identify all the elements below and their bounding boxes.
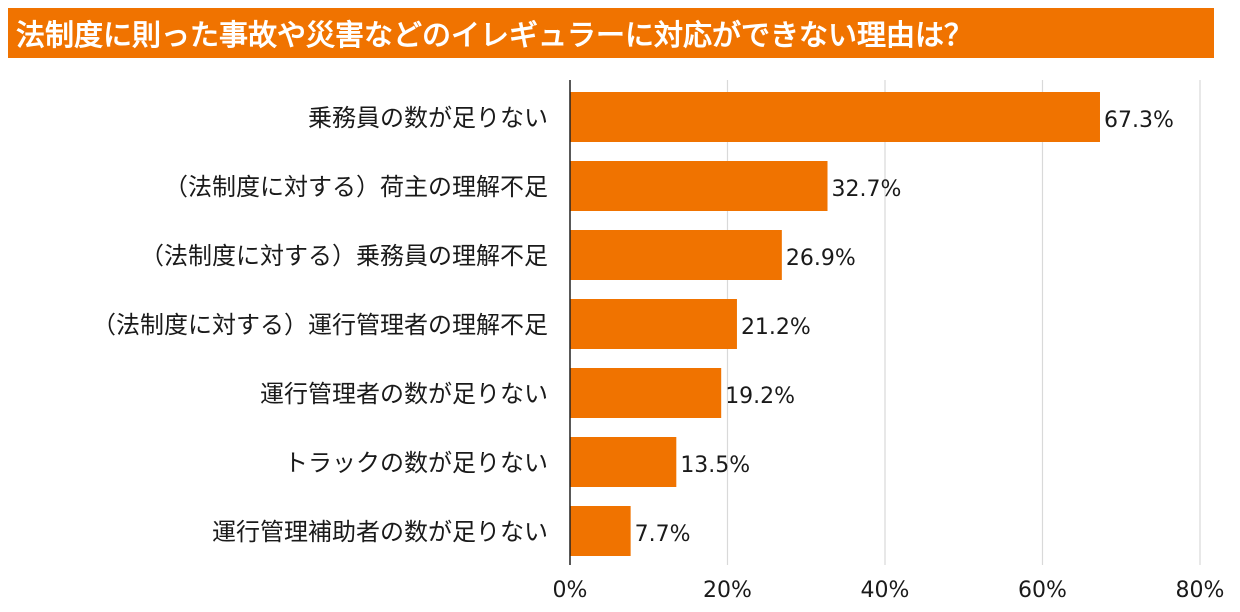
bar (570, 230, 782, 280)
bar (570, 92, 1100, 142)
labels: 乗務員の数が足りない 67.3% （法制度に対する）荷主の理解不足 32.7% （法制度… (92, 104, 1224, 603)
category-label: 乗務員の数が足りない (308, 104, 548, 132)
x-tick-label: 60% (1018, 578, 1067, 603)
category-label: （法制度に対する）乗務員の理解不足 (140, 242, 548, 270)
category-label: （法制度に対する）荷主の理解不足 (164, 173, 548, 201)
bar (570, 368, 722, 418)
bar (570, 506, 631, 556)
category-label: （法制度に対する）運行管理者の理解不足 (92, 311, 548, 339)
category-label: トラックの数が足りない (284, 449, 548, 477)
x-tick-label: 0% (553, 578, 588, 603)
bar (570, 299, 737, 349)
x-tick-label: 20% (703, 578, 752, 603)
value-label: 7.7% (635, 522, 691, 547)
x-tick-label: 40% (861, 578, 910, 603)
bar (570, 437, 677, 487)
bar (570, 161, 828, 211)
chart-title-banner: 法制度に則った事故や災害などのイレギュラーに対応ができない理由は？ (8, 8, 1214, 58)
value-label: 32.7% (832, 177, 902, 202)
value-label: 13.5% (680, 453, 750, 478)
x-tick-label: 80% (1176, 578, 1225, 603)
value-label: 21.2% (741, 315, 811, 340)
bars (570, 92, 1100, 556)
value-label: 26.9% (786, 246, 856, 271)
chart-title: 法制度に則った事故や災害などのイレギュラーに対応ができない理由は？ (16, 18, 974, 52)
value-label: 19.2% (725, 384, 795, 409)
category-label: 運行管理補助者の数が足りない (212, 518, 548, 546)
category-label: 運行管理者の数が足りない (260, 380, 548, 408)
value-label: 67.3% (1104, 108, 1174, 133)
